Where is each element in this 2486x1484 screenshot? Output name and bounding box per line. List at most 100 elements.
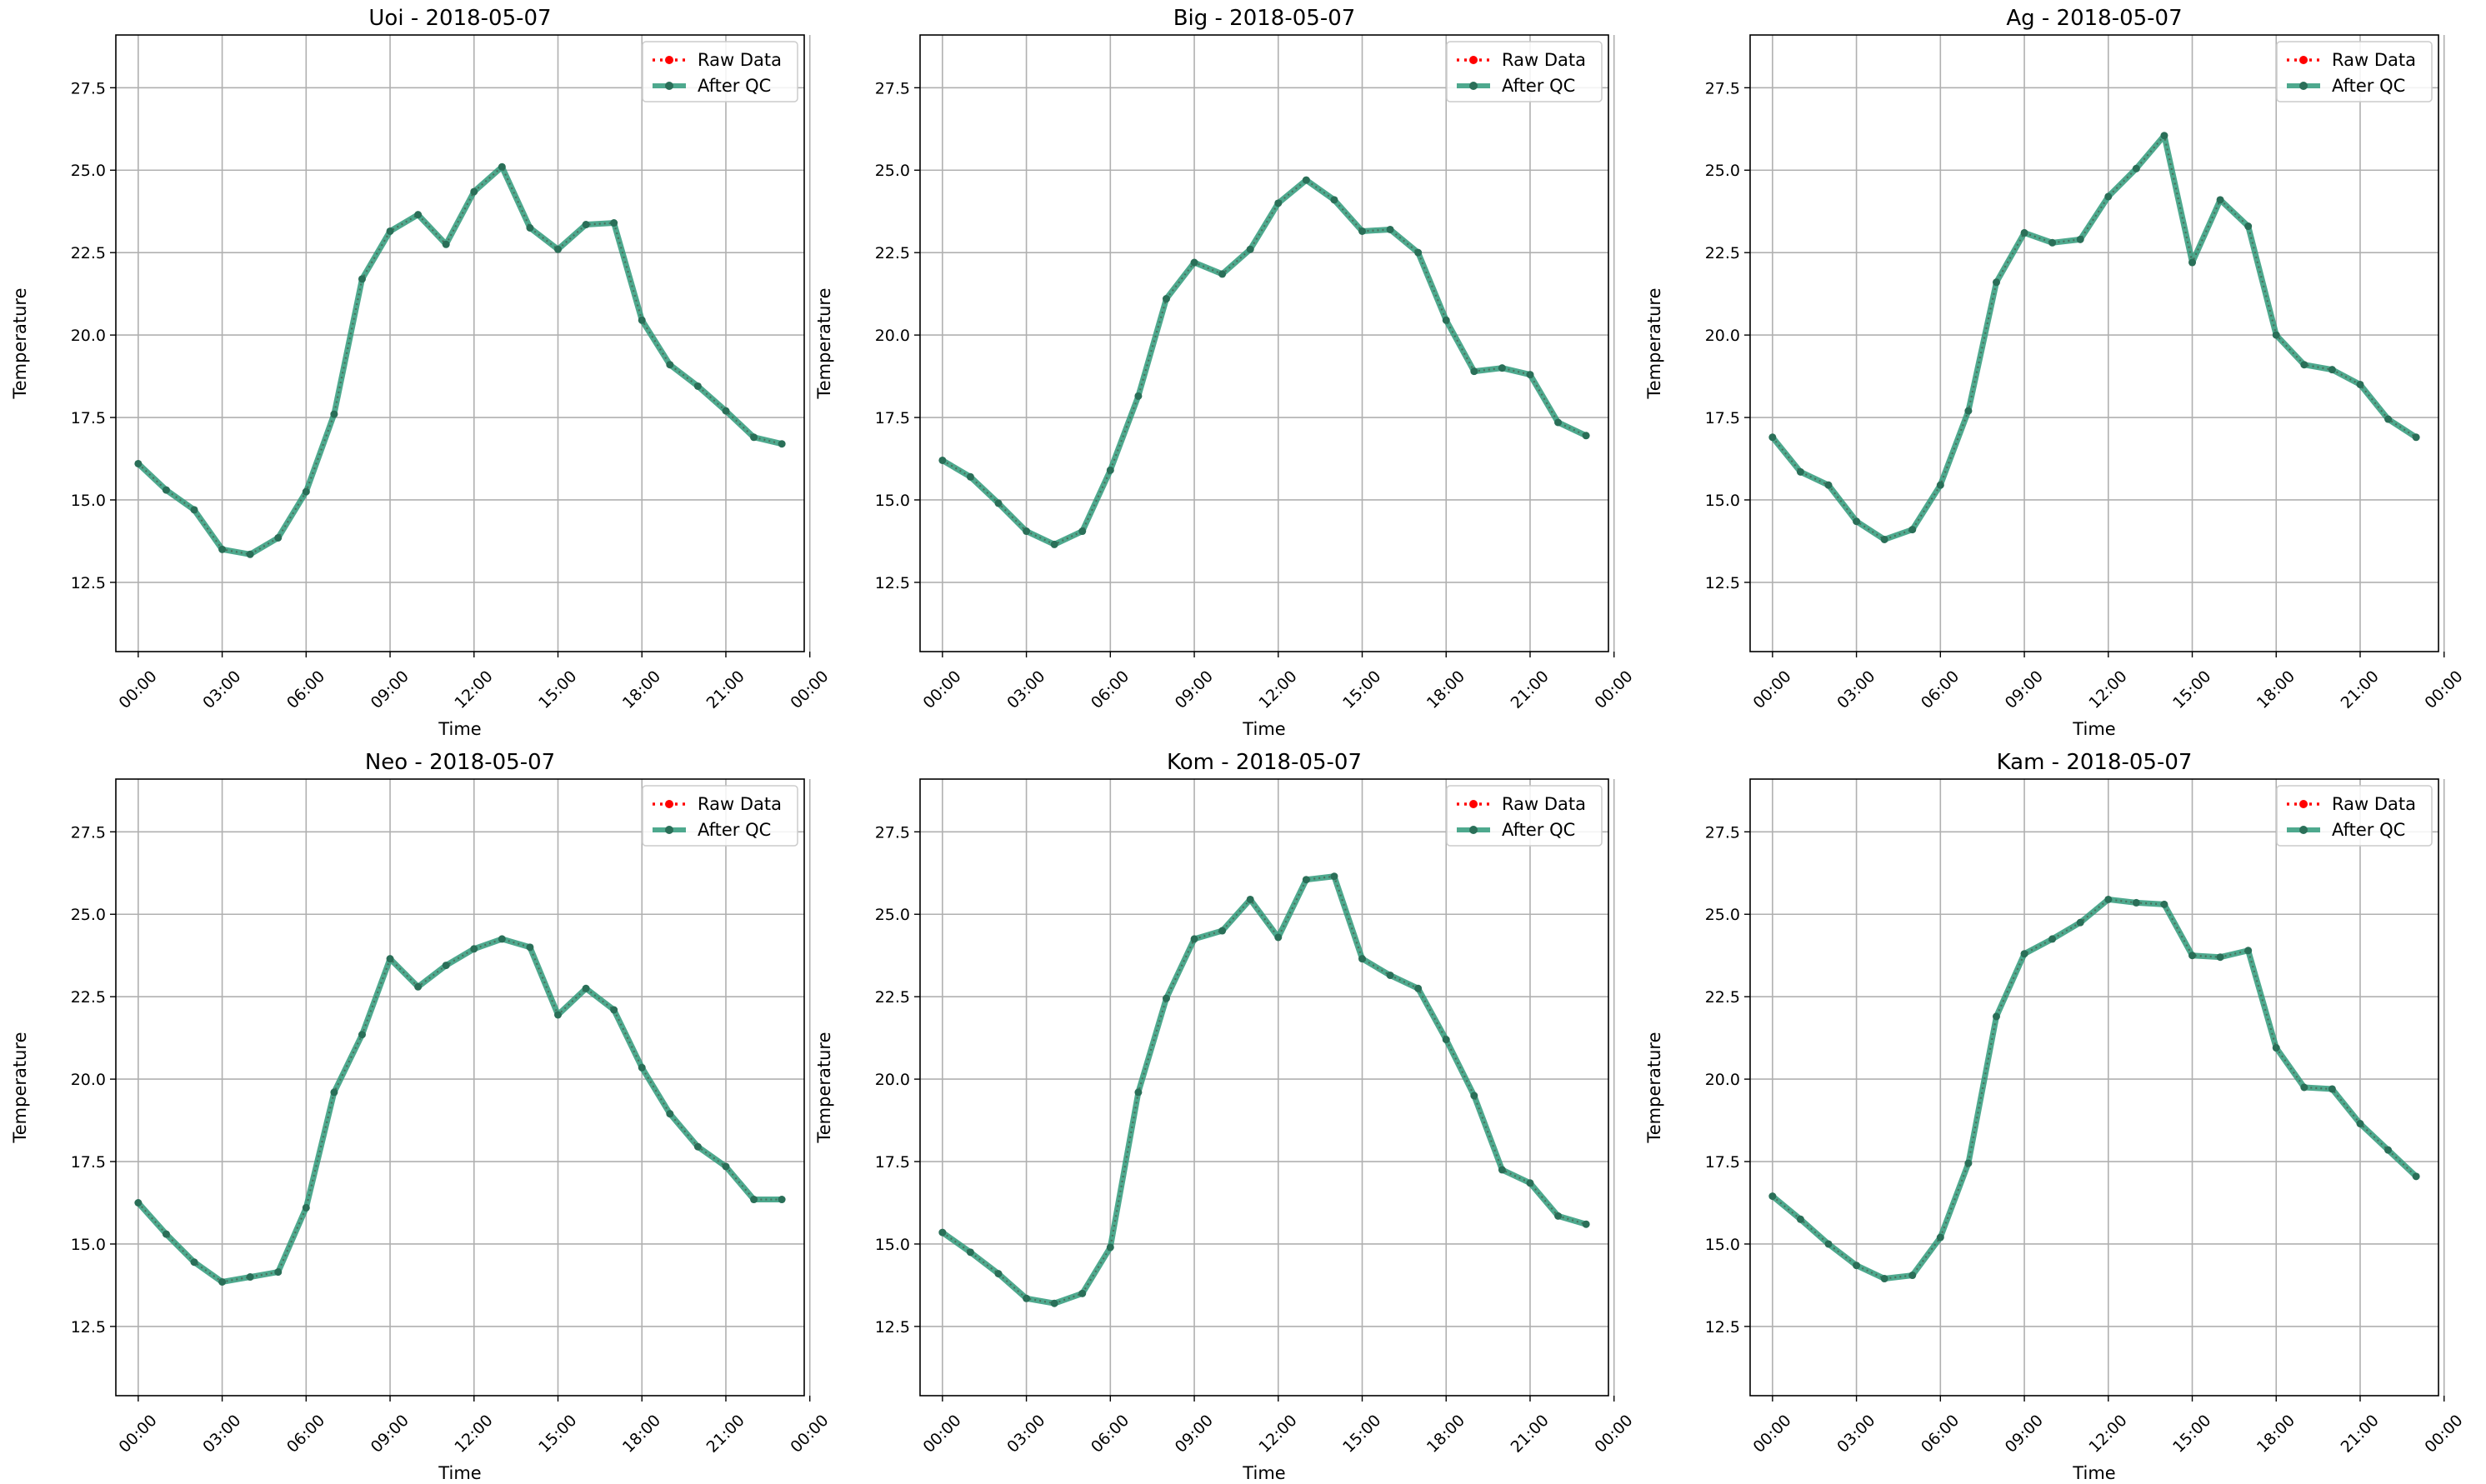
data-point (1880, 535, 1888, 543)
legend-label: Raw Data (2332, 794, 2416, 814)
data-point (2244, 222, 2253, 231)
y-tick-label: 22.5 (875, 244, 910, 262)
y-tick-label: 25.0 (71, 906, 106, 924)
legend-label: After QC (698, 820, 771, 840)
x-tick-label: 06:00 (1088, 1412, 1133, 1457)
data-point (386, 955, 394, 963)
y-tick-label: 15.0 (875, 492, 910, 510)
y-tick-label: 22.5 (1705, 244, 1740, 262)
y-tick-label: 20.0 (875, 1071, 910, 1089)
y-tick-label: 22.5 (71, 988, 106, 1007)
data-point (1796, 1215, 1804, 1223)
data-point (1190, 258, 1198, 267)
chart-title: Big - 2018-05-07 (1173, 6, 1356, 31)
data-point (2188, 258, 2197, 267)
x-tick-label: 09:00 (2002, 667, 2047, 712)
data-point (1358, 955, 1367, 963)
data-point (442, 962, 450, 970)
series-line-raw-data (942, 178, 1587, 546)
data-point (1302, 176, 1310, 184)
x-tick-label: 03:00 (1003, 667, 1048, 712)
data-point (470, 187, 478, 196)
x-tick-label: 00:00 (919, 667, 964, 712)
legend-marker-raw-data (2299, 56, 2308, 64)
legend-label: After QC (2332, 820, 2405, 840)
data-point (2216, 196, 2224, 204)
data-point (2328, 1085, 2336, 1093)
x-tick-label: 15:00 (535, 667, 580, 712)
data-point (274, 1268, 283, 1277)
data-point (1470, 367, 1478, 376)
data-point (1964, 407, 1973, 415)
x-tick-label: 03:00 (199, 667, 244, 712)
data-point (470, 945, 478, 953)
x-tick-label: 09:00 (368, 667, 413, 712)
x-tick-label: 09:00 (1172, 1412, 1217, 1457)
y-tick-label: 12.5 (71, 574, 106, 592)
plot-frame (919, 778, 1609, 1397)
data-point (246, 1273, 254, 1282)
legend-marker-after-qc (2299, 826, 2308, 834)
x-tick-label: 00:00 (1749, 1412, 1794, 1457)
x-tick-label: 00:00 (1749, 667, 1794, 712)
data-point (442, 240, 450, 248)
x-tick-label: 06:00 (283, 667, 328, 712)
series-line-after-qc (940, 873, 1588, 1307)
legend-label: Raw Data (1502, 794, 1586, 814)
legend-marker-after-qc (1469, 826, 1478, 834)
data-point (1526, 1179, 1534, 1187)
y-tick-label: 17.5 (875, 1153, 910, 1172)
plot-frame (919, 34, 1609, 652)
data-point (498, 935, 506, 943)
y-tick-label: 27.5 (71, 823, 106, 842)
plot-frame (115, 778, 805, 1397)
data-point (750, 1196, 758, 1204)
data-point (190, 506, 198, 514)
data-point (2076, 918, 2084, 927)
data-point (134, 459, 143, 467)
legend-marker-after-qc (665, 82, 673, 90)
y-tick-label: 22.5 (875, 988, 910, 1007)
data-point (1880, 1275, 1888, 1283)
data-point (750, 433, 758, 442)
chart-panel: Kam - 2018-05-07 12.5 15.0 17.5 20.0 22.5 25.0… (1644, 750, 2467, 1483)
data-point (2160, 900, 2168, 908)
data-point (1078, 527, 1087, 536)
data-point (1526, 371, 1534, 379)
y-tick-label: 15.0 (71, 492, 106, 510)
data-point (1023, 1294, 1031, 1302)
x-tick-label: 15:00 (1339, 1412, 1384, 1457)
data-point (582, 984, 590, 992)
y-tick-label: 12.5 (71, 1318, 106, 1337)
data-point (2356, 1120, 2364, 1128)
x-tick-label: 00:00 (115, 1412, 160, 1457)
data-point (162, 1230, 170, 1238)
data-point (1498, 364, 1506, 372)
x-tick-label: 15:00 (535, 1412, 580, 1457)
data-point (1162, 994, 1170, 1002)
x-tick-label: 03:00 (1003, 1412, 1048, 1457)
data-point (2272, 331, 2280, 339)
data-point (2048, 238, 2057, 247)
y-tick-label: 22.5 (71, 244, 106, 262)
series-line-after-qc (1770, 896, 2418, 1282)
data-point (526, 223, 534, 232)
data-point (1824, 481, 1833, 489)
data-point (1302, 876, 1310, 884)
data-point (414, 982, 423, 991)
y-tick-label: 15.0 (71, 1236, 106, 1254)
plot-frame (1749, 34, 2439, 652)
data-point (1824, 1240, 1833, 1248)
legend-label: After QC (1502, 820, 1575, 840)
y-tick-label: 27.5 (71, 79, 106, 97)
data-point (1554, 418, 1563, 427)
data-point (693, 382, 702, 390)
chart-title: Kam - 2018-05-07 (1997, 750, 2193, 775)
plot-frame (115, 34, 805, 652)
x-tick-label: 03:00 (1833, 1412, 1878, 1457)
x-tick-label: 03:00 (199, 1412, 244, 1457)
data-point (1992, 278, 2000, 287)
legend-marker-raw-data (2299, 800, 2308, 808)
chart-title: Uoi - 2018-05-07 (368, 6, 551, 31)
data-point (2356, 380, 2364, 388)
